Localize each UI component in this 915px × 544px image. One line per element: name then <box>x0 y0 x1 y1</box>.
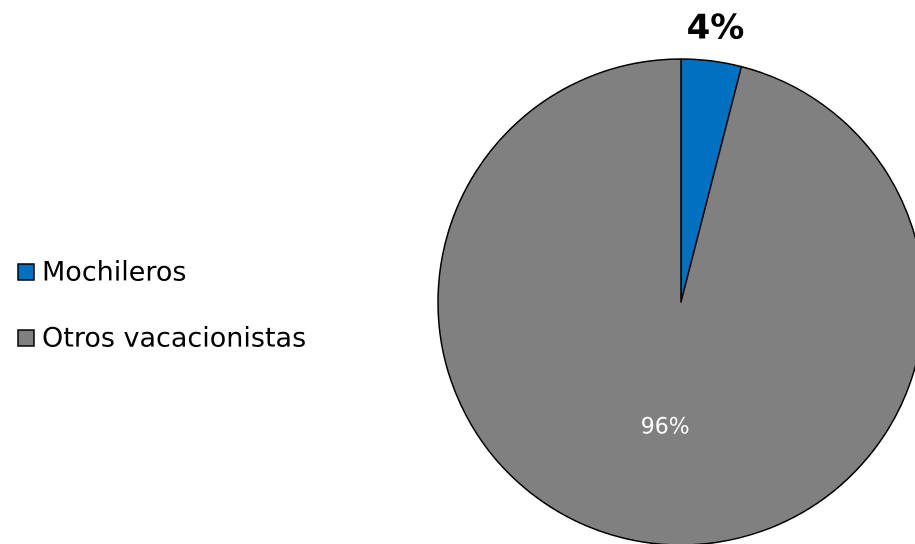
legend-label-otros-vacacionistas: Otros vacacionistas <box>42 323 306 354</box>
pie-slices <box>437 58 915 544</box>
legend-swatch-mochileros <box>17 263 35 281</box>
legend: Mochileros Otros vacacionistas <box>17 257 306 354</box>
data-label-otros-vacacionistas: 96% <box>641 414 690 439</box>
data-label-mochileros: 4% <box>687 8 745 48</box>
pie-data-labels: 4% 96% <box>641 8 745 440</box>
legend-swatch-otros-vacacionistas <box>17 329 35 347</box>
legend-label-mochileros: Mochileros <box>42 257 186 288</box>
pie-slice-otros-vacacionistas <box>437 58 915 544</box>
